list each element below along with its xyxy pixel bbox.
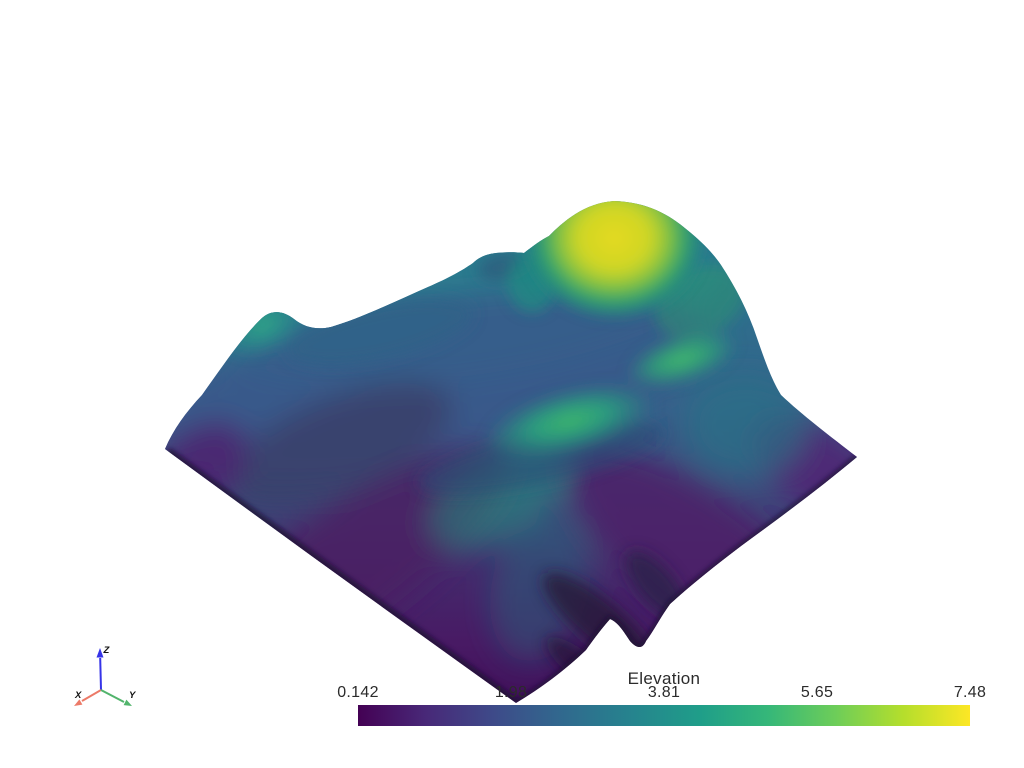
scalar-bar-tick: 7.48 [953, 684, 987, 701]
x-axis-label: X [74, 690, 82, 701]
scalar-bar-gradient [358, 705, 970, 726]
x-axis-arrowhead-icon [74, 699, 83, 706]
orientation-axes-widget: Z X Y [74, 645, 137, 706]
scalar-bar-title: Elevation [627, 669, 701, 688]
scalar-bar-tick: 3.81 [647, 684, 681, 701]
y-axis-arrow [100, 689, 125, 703]
scalar-bar-tick: 0.142 [337, 684, 379, 701]
terrain-peak [522, 201, 706, 320]
scalar-bar: Elevation 0.142 1.98 3.81 5.65 7.48 [337, 668, 986, 730]
y-axis-label: Y [129, 690, 137, 701]
scalar-bar-tick: 1.98 [494, 684, 528, 701]
z-axis-label: Z [103, 645, 111, 656]
terrain-shading [165, 201, 857, 703]
z-axis-arrowhead-icon [96, 648, 104, 658]
scalar-bar-tick: 5.65 [800, 684, 834, 701]
y-axis-arrowhead-icon [123, 699, 132, 706]
z-axis-arrow [99, 657, 102, 691]
scalar-bar-ticks: 0.142 1.98 3.81 5.65 7.48 [337, 684, 986, 701]
x-axis-arrow [81, 689, 102, 702]
